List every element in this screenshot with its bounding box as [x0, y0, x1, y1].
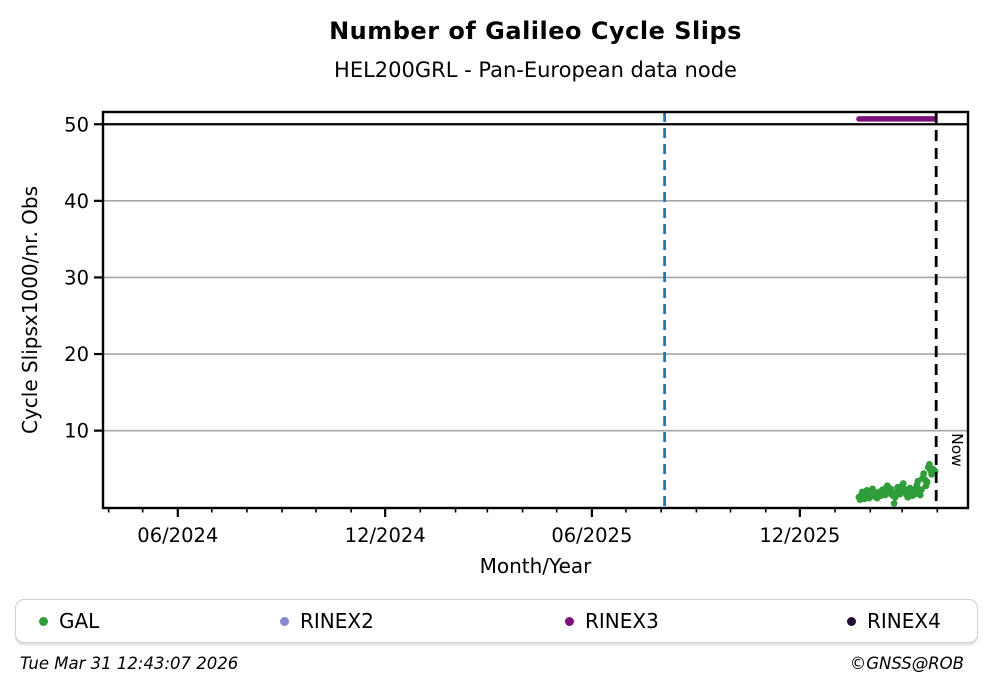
x-tick-label: 06/2025	[551, 524, 632, 547]
reference-lines	[663, 112, 938, 508]
data-point	[916, 491, 924, 499]
legend-box: GAL RINEX2 RINEX3 RINEX4	[15, 599, 978, 643]
legend-item-rinex3: RINEX3	[565, 600, 659, 642]
y-tick-label: 50	[64, 113, 89, 136]
legend-label: RINEX4	[867, 609, 941, 633]
data-point	[890, 500, 898, 507]
timestamp: Tue Mar 31 12:43:07 2026	[20, 654, 239, 673]
legend-item-rinex2: RINEX2	[280, 600, 374, 642]
data-point	[923, 478, 931, 486]
data-layer	[855, 116, 939, 507]
y-tick-label: 30	[64, 266, 89, 289]
data-point	[918, 486, 925, 494]
y-tick-label: 20	[64, 343, 89, 366]
plot-area: 10 20 30 40 50 06/2024 12/2024 06/2025 12/2025 N…	[64, 110, 970, 547]
y-tick-label: 40	[64, 190, 89, 213]
axes: 10 20 30 40 50 06/2024 12/2024 06/2025 12/2025	[64, 113, 939, 547]
now-label: Now	[948, 433, 966, 467]
x-tick-label: 12/2024	[345, 524, 426, 547]
y-tick-label: 10	[64, 420, 89, 443]
legend-label: RINEX3	[585, 609, 659, 633]
data-point	[899, 480, 907, 487]
legend-marker-icon	[847, 616, 856, 626]
x-axis-label: Month/Year	[479, 554, 592, 578]
scatter-gal	[855, 460, 939, 507]
chart-title: Number of Galileo Cycle Slips	[329, 17, 742, 45]
copyright: ©GNSS@ROB	[849, 654, 964, 673]
legend-label: RINEX2	[300, 609, 374, 633]
data-point	[920, 470, 928, 477]
gridlines	[103, 123, 968, 432]
legend-marker-icon	[565, 616, 574, 626]
chart-subtitle: HEL200GRL - Pan-European data node	[334, 58, 737, 82]
legend-item-rinex4: RINEX4	[847, 600, 941, 642]
x-tick-label: 12/2025	[759, 524, 840, 547]
legend-item-gal: GAL	[39, 600, 99, 642]
plot-border	[101, 110, 970, 510]
legend-label: GAL	[59, 609, 100, 633]
x-tick-label: 06/2024	[137, 524, 218, 547]
legend-marker-icon	[280, 616, 289, 626]
legend-marker-icon	[39, 616, 48, 626]
